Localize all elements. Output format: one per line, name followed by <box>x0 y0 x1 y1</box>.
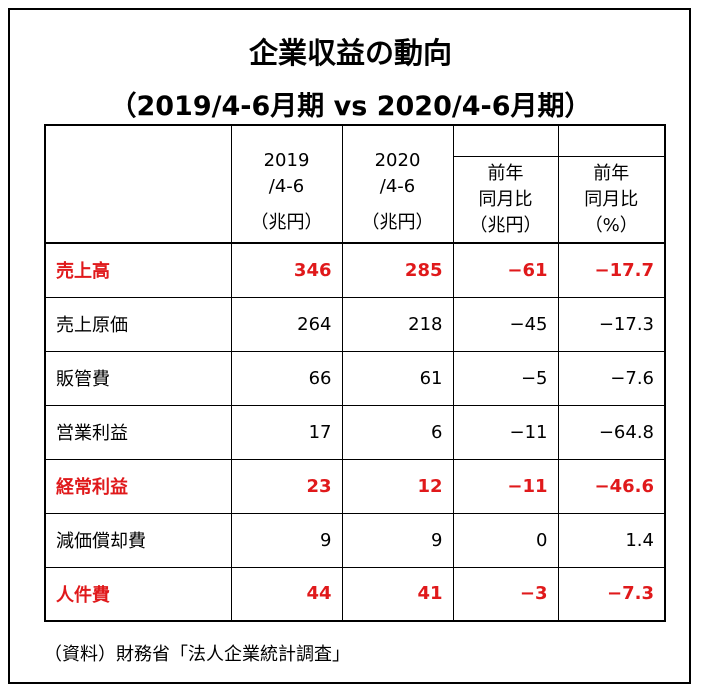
value-2020: 9 <box>341 512 454 568</box>
source-note: （資料）財務省「法人企業統計調査」 <box>44 644 350 665</box>
yoy-percent: −17.7 <box>557 242 666 298</box>
header-2019-unit: （兆円） <box>250 212 323 233</box>
header-yoy-amount-unit: （兆円） <box>469 215 542 236</box>
row-label: 売上原価 <box>44 296 232 352</box>
header-yoy-percent-line2: 同月比 <box>584 189 639 210</box>
yoy-amount: 0 <box>452 512 559 568</box>
row-label: 経常利益 <box>44 458 232 514</box>
header-2020-period: /4-6 <box>379 176 416 197</box>
table-row: 売上原価 264 218 −45 −17.3 <box>44 296 666 352</box>
header-yoy-percent-line1: 前年 <box>593 163 630 184</box>
header-2020-year: 2020 <box>374 150 421 171</box>
value-2019: 17 <box>230 404 343 460</box>
value-2020: 218 <box>341 296 454 352</box>
header-yoy-amount: 前年 同月比 （兆円） <box>452 124 559 244</box>
table-row: 販管費 66 61 −5 −7.6 <box>44 350 666 406</box>
value-2020: 41 <box>341 566 454 622</box>
header-2019: 2019 /4-6 （兆円） <box>230 124 343 244</box>
value-2020: 12 <box>341 458 454 514</box>
yoy-percent: −17.3 <box>557 296 666 352</box>
table-row: 人件費 44 41 −3 −7.3 <box>44 566 666 622</box>
value-2019: 66 <box>230 350 343 406</box>
value-2020: 285 <box>341 242 454 298</box>
yoy-amount: −11 <box>452 458 559 514</box>
table-row: 売上高 346 285 −61 −17.7 <box>44 242 666 298</box>
row-label: 人件費 <box>44 566 232 622</box>
yoy-percent: −7.3 <box>557 566 666 622</box>
header-yoy-amount-line1: 前年 <box>487 163 524 184</box>
header-yoy-percent-unit: （%） <box>584 215 638 236</box>
page-subtitle: （2019/4-6月期 vs 2020/4-6月期） <box>109 91 592 122</box>
table-row: 営業利益 17 6 −11 −64.8 <box>44 404 666 460</box>
yoy-amount: −61 <box>452 242 559 298</box>
header-2020: 2020 /4-6 （兆円） <box>341 124 454 244</box>
table-row: 経常利益 23 12 −11 −46.6 <box>44 458 666 514</box>
value-2019: 264 <box>230 296 343 352</box>
yoy-percent: −46.6 <box>557 458 666 514</box>
value-2019: 23 <box>230 458 343 514</box>
yoy-percent: 1.4 <box>557 512 666 568</box>
value-2019: 44 <box>230 566 343 622</box>
outer-frame <box>8 8 691 684</box>
yoy-amount: −45 <box>452 296 559 352</box>
header-2019-period: /4-6 <box>268 176 305 197</box>
earnings-table: 2019 /4-6 （兆円） 2020 /4-6 （兆円） 前年 同月比 （兆円… <box>44 124 666 622</box>
header-row: 2019 /4-6 （兆円） 2020 /4-6 （兆円） 前年 同月比 （兆円… <box>44 124 666 244</box>
yoy-percent: −7.6 <box>557 350 666 406</box>
value-2019: 9 <box>230 512 343 568</box>
header-corner <box>44 124 232 244</box>
header-2019-year: 2019 <box>263 150 310 171</box>
yoy-percent: −64.8 <box>557 404 666 460</box>
yoy-amount: −11 <box>452 404 559 460</box>
row-label: 営業利益 <box>44 404 232 460</box>
yoy-amount: −3 <box>452 566 559 622</box>
value-2020: 6 <box>341 404 454 460</box>
row-label: 減価償却費 <box>44 512 232 568</box>
page-title: 企業収益の動向 <box>248 36 452 70</box>
header-2020-unit: （兆円） <box>361 212 434 233</box>
header-yoy-amount-line2: 同月比 <box>478 189 533 210</box>
row-label: 売上高 <box>44 242 232 298</box>
header-yoy-percent: 前年 同月比 （%） <box>557 124 666 244</box>
row-label: 販管費 <box>44 350 232 406</box>
table-row: 減価償却費 9 9 0 1.4 <box>44 512 666 568</box>
yoy-amount: −5 <box>452 350 559 406</box>
value-2019: 346 <box>230 242 343 298</box>
value-2020: 61 <box>341 350 454 406</box>
